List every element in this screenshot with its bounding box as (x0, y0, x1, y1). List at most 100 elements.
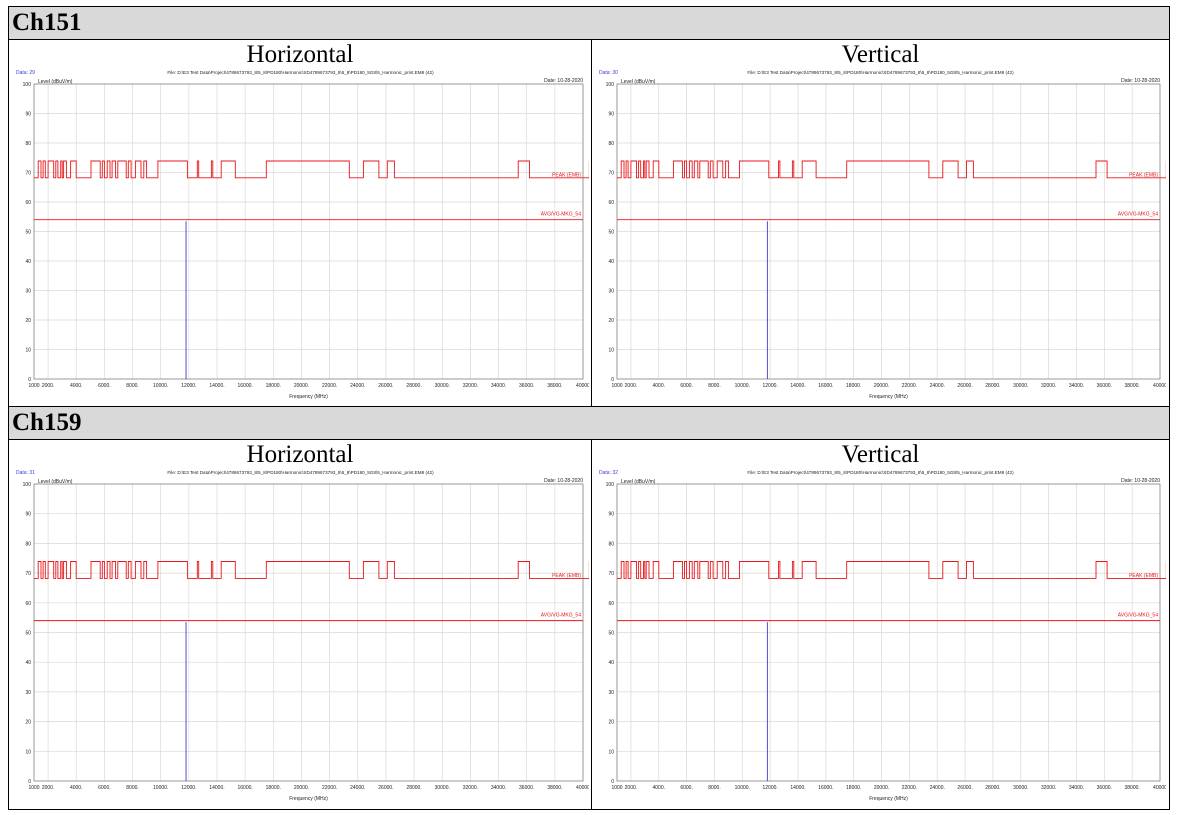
plot-frame (616, 83, 1161, 380)
y-tick-label: 70 (25, 171, 31, 177)
x-tick-label: 26000. (957, 383, 972, 389)
y-tick-label: 100 (606, 82, 615, 88)
x-tick-label: 1000 (28, 383, 39, 389)
x-tick-label: 10000. (735, 383, 750, 389)
x-tick-label: 4000. (70, 785, 83, 791)
x-tick-label: 26000. (957, 785, 972, 791)
x-tick-label: 18000. (266, 383, 281, 389)
peak-limit-line (617, 561, 1166, 579)
y-tick-label: 30 (608, 690, 614, 696)
x-tick-label: 38000. (547, 785, 562, 791)
x-tick-label: 34000. (491, 785, 506, 791)
x-tick-label: 36000. (519, 785, 534, 791)
file-path: File: D:\E3 Test Data\Project\4789673793… (747, 70, 1014, 75)
x-tick-label: 22000. (902, 383, 917, 389)
y-tick-label: 90 (608, 112, 614, 118)
x-tick-label: 36000. (1097, 785, 1112, 791)
peak-limit-label: PEAK (EMB) (552, 172, 581, 178)
file-path: File: D:\E3 Test Data\Project\4789673793… (167, 70, 434, 75)
y-tick-label: 80 (25, 141, 31, 147)
avg-limit-label: AVG/VG-MKG_54 (1118, 212, 1158, 218)
y-tick-label: 70 (608, 171, 614, 177)
y-tick-label: 60 (608, 601, 614, 607)
peak-limit-line (34, 561, 589, 579)
x-tick-label: 18000. (266, 785, 281, 791)
x-tick-label: 1000 (611, 785, 622, 791)
y-tick-label: 50 (25, 230, 31, 236)
y-axis-label: Level (dBuV/m) (38, 479, 73, 485)
plot-ch151-horizontal: Data: 29 File: D:\E3 Test Data\Project\47… (12, 68, 589, 402)
x-tick-label: 8000. (708, 785, 721, 791)
x-tick-label: 38000. (1125, 785, 1140, 791)
x-tick-label: 22000. (902, 785, 917, 791)
x-tick-label: 12000. (763, 785, 778, 791)
emission-chart: Data: 31 File: D:\E3 Test Data\Project\47… (12, 468, 589, 804)
y-tick-label: 100 (23, 482, 32, 488)
x-tick-label: 20000. (294, 383, 309, 389)
x-tick-label: 2000. (42, 383, 55, 389)
y-tick-label: 60 (608, 200, 614, 206)
data-number: Data: 32 (599, 470, 618, 476)
y-tick-label: 0 (28, 377, 31, 383)
cell-ch159-vertical: Vertical Data: 32 File: D:\E3 Test Data\P… (592, 440, 1169, 809)
y-tick-label: 30 (608, 289, 614, 295)
y-tick-label: 80 (608, 141, 614, 147)
y-tick-label: 20 (608, 720, 614, 726)
plot-background (595, 468, 1166, 804)
file-path: File: D:\E3 Test Data\Project\4789673793… (747, 470, 1014, 475)
y-tick-label: 50 (608, 631, 614, 637)
plot-background (12, 468, 589, 804)
y-axis-label: Level (dBuV/m) (621, 79, 656, 85)
x-tick-label: 12000. (181, 383, 196, 389)
polarization-label: Vertical (841, 41, 920, 68)
x-tick-label: 36000. (1097, 383, 1112, 389)
x-tick-label: 8000. (708, 383, 721, 389)
plot-ch151-vertical: Data: 30 File: D:\E3 Test Data\Project\47… (595, 68, 1166, 402)
x-tick-label: 32000. (463, 785, 478, 791)
x-tick-label: 40000 (576, 785, 589, 791)
polarization-label: Horizontal (246, 41, 354, 68)
polarization-label: Vertical (841, 441, 920, 468)
x-tick-label: 30000. (1013, 383, 1028, 389)
x-tick-label: 16000. (818, 785, 833, 791)
y-tick-label: 0 (611, 377, 614, 383)
y-tick-label: 60 (25, 601, 31, 607)
x-tick-label: 30000. (435, 383, 450, 389)
x-tick-label: 4000. (653, 383, 666, 389)
x-tick-label: 14000. (790, 383, 805, 389)
emission-chart: Data: 29 File: D:\E3 Test Data\Project\47… (12, 68, 589, 402)
peak-limit-line (617, 160, 1166, 179)
x-tick-label: 16000. (238, 383, 253, 389)
avg-limit-label: AVG/VG-MKG_54 (541, 212, 581, 218)
x-tick-label: 26000. (378, 383, 393, 389)
x-tick-label: 10000. (153, 785, 168, 791)
x-tick-label: 18000. (846, 785, 861, 791)
cell-ch151-horizontal: Horizontal Data: 29 File: D:\E3 Test Data… (9, 40, 592, 407)
y-tick-label: 30 (25, 690, 31, 696)
x-tick-label: 1000 (611, 383, 622, 389)
x-tick-label: 32000. (463, 383, 478, 389)
y-tick-label: 10 (25, 348, 31, 354)
x-tick-label: 28000. (406, 785, 421, 791)
avg-limit-label: AVG/VG-MKG_54 (1118, 613, 1158, 619)
x-tick-label: 10000. (153, 383, 168, 389)
y-tick-label: 80 (25, 541, 31, 547)
x-tick-label: 34000. (1069, 383, 1084, 389)
y-tick-label: 70 (608, 571, 614, 577)
y-axis-label: Level (dBuV/m) (38, 79, 73, 85)
plot-frame (33, 483, 584, 782)
y-tick-label: 100 (23, 82, 32, 88)
date-label: Date: 10-28-2020 (544, 478, 583, 484)
x-tick-label: 32000. (1041, 785, 1056, 791)
x-axis-label: Frequency (MHz) (869, 796, 908, 802)
y-tick-label: 40 (25, 259, 31, 265)
file-path: File: D:\E3 Test Data\Project\4789673793… (167, 470, 434, 475)
cell-ch159-horizontal: Horizontal Data: 31 File: D:\E3 Test Data… (9, 440, 592, 809)
x-tick-label: 4000. (70, 383, 83, 389)
x-tick-label: 26000. (378, 785, 393, 791)
cell-ch151-vertical: Vertical Data: 30 File: D:\E3 Test Data\P… (592, 40, 1169, 407)
channel-header-ch159: Ch159 (9, 407, 1169, 440)
date-label: Date: 10-28-2020 (1121, 478, 1160, 484)
x-tick-label: 22000. (322, 383, 337, 389)
y-tick-label: 20 (25, 720, 31, 726)
